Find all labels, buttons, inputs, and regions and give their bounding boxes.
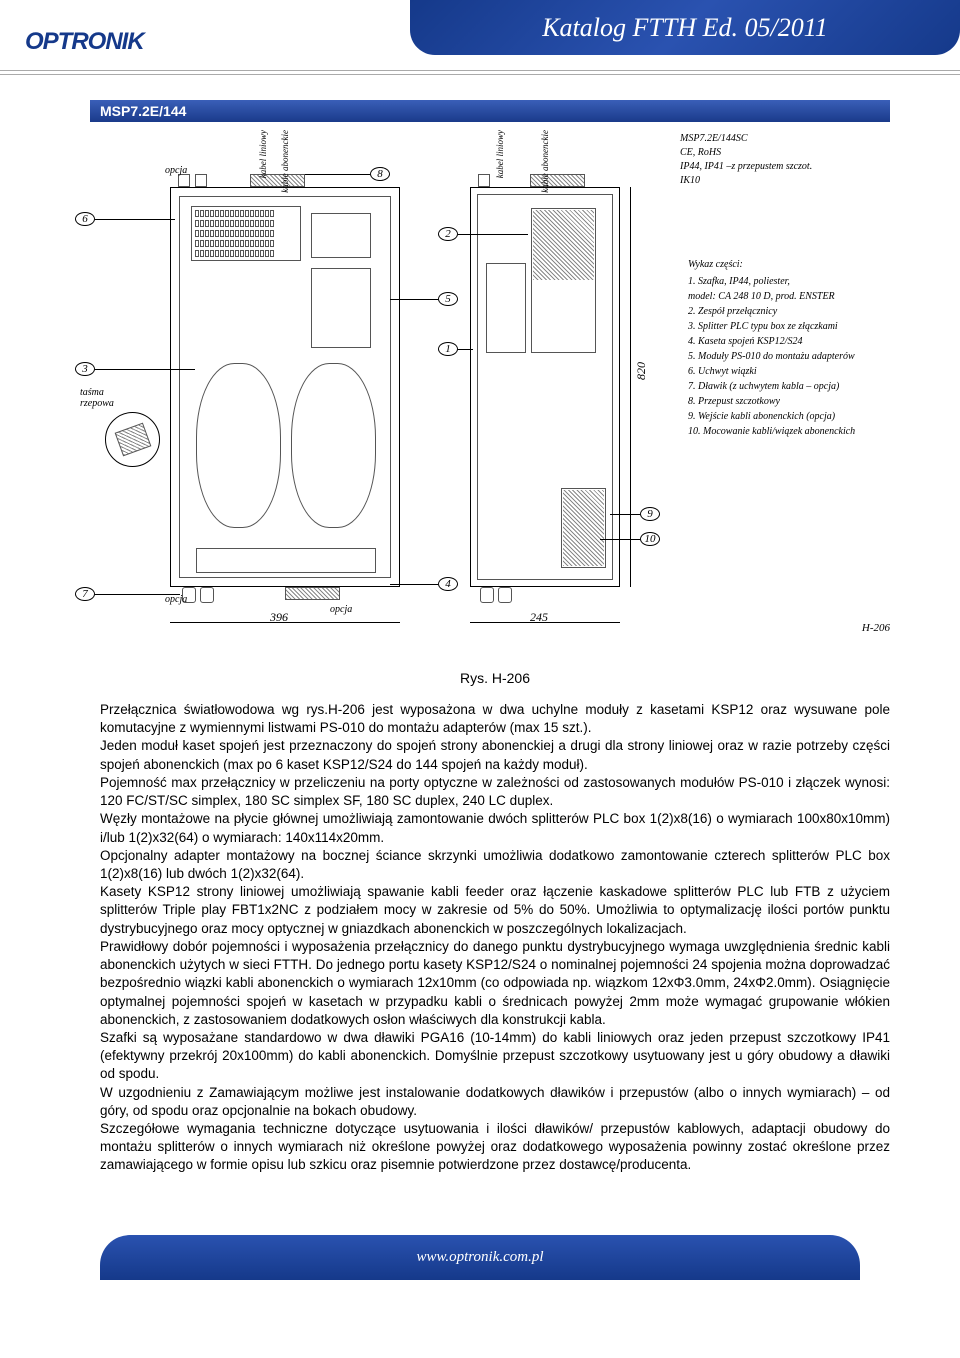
paragraph: W uzgodnieniu z Zamawiającym możliwe jes…: [100, 1084, 890, 1120]
parts-item: 9. Wejście kabli abonenckich (opcja): [688, 409, 950, 424]
callout-10: 10: [640, 532, 660, 546]
content: MSP7.2E/144 MSP7.2E/144SC CE, RoHS IP44,…: [0, 80, 960, 1205]
callout-7: 7: [75, 587, 95, 601]
section-bar: MSP7.2E/144: [90, 100, 890, 122]
callout-9: 9: [640, 507, 660, 521]
callout-1: 1: [438, 342, 458, 356]
parts-item: 7. Dławik (z uchwytem kabla – opcja): [688, 379, 950, 394]
label-opcja-br: opcja: [330, 604, 352, 615]
dim-width-2: 245: [530, 610, 548, 625]
parts-title: Wykaz części:: [688, 257, 950, 272]
info-line: CE, RoHS: [680, 146, 812, 160]
label-kable-abonenckie: kable abonenckie: [280, 130, 290, 193]
paragraph: Kasety KSP12 strony liniowej umożliwiają…: [100, 883, 890, 938]
diagram-model-info: MSP7.2E/144SC CE, RoHS IP44, IP41 –z prz…: [680, 132, 812, 188]
callout-5: 5: [438, 292, 458, 306]
parts-item: 5. Moduły PS-010 do montażu adapterów: [688, 349, 950, 364]
parts-item: 8. Przepust szczotkowy: [688, 394, 950, 409]
parts-item: 6. Uchwyt wiązki: [688, 364, 950, 379]
label-opcja-bl: opcja: [165, 594, 187, 605]
label-tasma: taśma rzepowa: [80, 387, 135, 409]
logo-text: OPTRONIK: [25, 28, 146, 55]
label-kabel-liniowy: kabel liniowy: [258, 130, 268, 178]
parts-item: 3. Splitter PLC typu box ze złączkami: [688, 319, 950, 334]
callout-6: 6: [75, 212, 95, 226]
footer: www.optronik.com.pl: [100, 1235, 860, 1280]
parts-item: 1. Szafka, IP44, poliester,: [688, 274, 950, 289]
label-kable-abonenckie-2: kable abonenckie: [540, 130, 550, 193]
paragraph: Pojemność max przełącznicy w przeliczeni…: [100, 774, 890, 810]
header-title: Katalog FTTH Ed. 05/2011: [410, 0, 960, 55]
parts-item: 2. Zespół przełącznicy: [688, 304, 950, 319]
info-line: IP44, IP41 –z przepustem szczot.: [680, 160, 812, 174]
label-kabel-liniowy-2: kabel liniowy: [495, 130, 505, 178]
paragraph: Jeden moduł kaset spojeń jest przeznaczo…: [100, 737, 890, 773]
technical-diagram: MSP7.2E/144SC CE, RoHS IP44, IP41 –z prz…: [100, 132, 890, 662]
page: Katalog FTTH Ed. 05/2011 OPTRONIK MSP7.2…: [0, 0, 960, 1280]
logo: OPTRONIK: [25, 25, 185, 62]
paragraph: Szafki są wyposażane standardowo w dwa d…: [100, 1029, 890, 1084]
label-opcja-tl: opcja: [165, 165, 187, 176]
parts-list: Wykaz części: 1. Szafka, IP44, poliester…: [680, 257, 950, 439]
callout-4: 4: [438, 577, 458, 591]
callout-3: 3: [75, 362, 95, 376]
enclosure-front: [170, 187, 400, 587]
parts-item: 4. Kaseta spojeń KSP12/S24: [688, 334, 950, 349]
parts-item: model: CA 248 10 D, prod. ENSTER: [688, 289, 950, 304]
footer-url: www.optronik.com.pl: [416, 1249, 543, 1266]
callout-8: 8: [370, 167, 390, 181]
diagram-code: H-206: [862, 622, 890, 634]
info-line: IK10: [680, 174, 812, 188]
enclosure-side: [470, 187, 620, 587]
parts-item: 10. Mocowanie kabli/wiązek abonenckich: [688, 424, 950, 439]
figure-caption: Rys. H-206: [100, 670, 890, 686]
paragraph: Prawidłowy dobór pojemności i wyposażeni…: [100, 938, 890, 1029]
dim-height: 820: [634, 362, 649, 380]
paragraph: Szczegółowe wymagania techniczne dotyczą…: [100, 1120, 890, 1175]
paragraph: Opcjonalny adapter montażowy na bocznej …: [100, 847, 890, 883]
info-line: MSP7.2E/144SC: [680, 132, 812, 146]
divider-lines: [0, 70, 960, 78]
paragraph: Przełącznica światłowodowa wg rys.H-206 …: [100, 701, 890, 737]
callout-2: 2: [438, 227, 458, 241]
body-text: Przełącznica światłowodowa wg rys.H-206 …: [100, 701, 890, 1175]
dim-width-1: 396: [270, 610, 288, 625]
paragraph: Węzły montażowe na płycie głównej umożli…: [100, 810, 890, 846]
header: Katalog FTTH Ed. 05/2011 OPTRONIK: [0, 0, 960, 80]
